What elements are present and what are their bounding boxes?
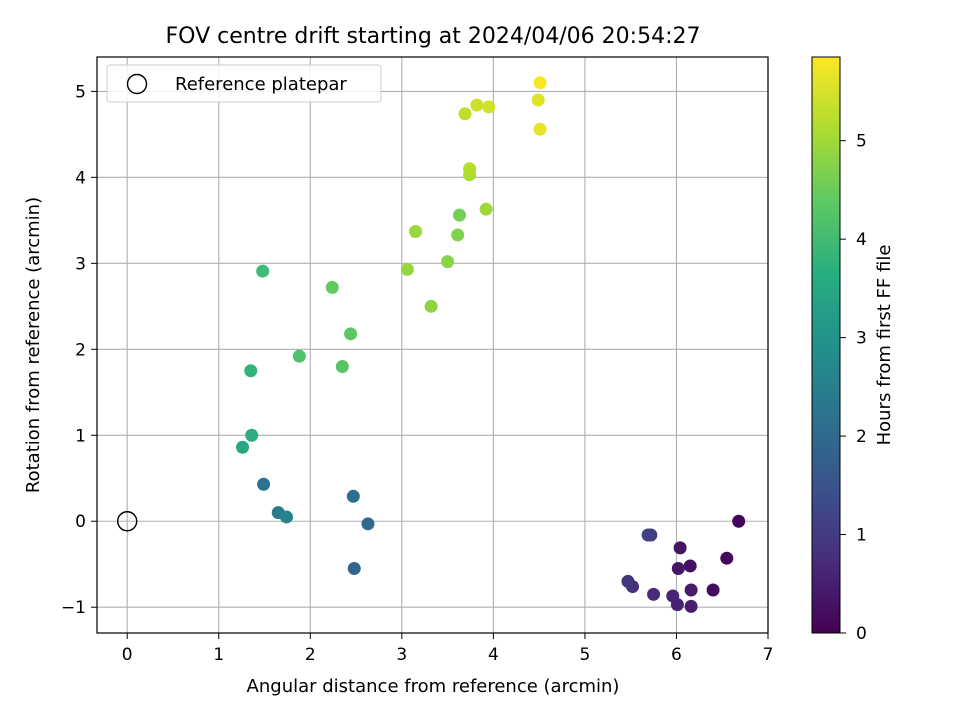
legend-box — [106, 64, 382, 103]
plot-area: 0 1 2 3 4 5 6 7 −1 0 1 2 3 4 5 — [61, 56, 774, 665]
data-point — [479, 202, 493, 216]
x-tick-label: 3 — [396, 645, 407, 665]
x-tick-label: 4 — [488, 645, 499, 665]
data-point — [344, 327, 358, 341]
colorbar-tick-label: 0 — [856, 624, 867, 644]
y-tick-label: −1 — [61, 598, 86, 618]
colorbar-tick-label: 2 — [856, 427, 867, 447]
data-point — [683, 559, 697, 573]
x-tick-label: 5 — [580, 645, 591, 665]
colorbar-tick-label: 5 — [856, 132, 867, 152]
y-axis-label: Rotation from reference (arcmin) — [23, 197, 44, 493]
data-point — [706, 583, 720, 597]
y-tick-label: 4 — [75, 168, 86, 188]
y-tick-label: 3 — [75, 254, 86, 274]
y-tick-label: 1 — [75, 426, 86, 446]
data-point — [347, 562, 361, 576]
colorbar: 0 1 2 3 4 5 Hours from first FF file — [811, 56, 895, 644]
plot-background — [97, 57, 768, 633]
data-point — [441, 255, 455, 269]
y-tick-label: 0 — [75, 512, 86, 532]
data-point — [292, 349, 306, 363]
x-tick-label: 7 — [763, 645, 774, 665]
data-point — [621, 574, 635, 588]
data-point — [453, 208, 467, 222]
data-point — [346, 489, 360, 503]
x-tick-label: 1 — [213, 645, 224, 665]
data-point — [684, 583, 698, 597]
data-point — [720, 551, 734, 565]
data-point — [400, 262, 414, 276]
data-point — [666, 589, 680, 603]
x-tick-label: 6 — [671, 645, 682, 665]
legend: Reference platepar — [106, 64, 382, 103]
colorbar-gradient — [811, 56, 841, 634]
data-point — [451, 228, 465, 242]
reference-platepar-marker — [117, 511, 138, 532]
legend-open-circle-icon — [126, 73, 148, 95]
colorbar-tick-label: 1 — [856, 526, 867, 546]
x-axis-label: Angular distance from reference (arcmin) — [247, 676, 620, 697]
data-point — [673, 541, 687, 555]
data-point — [470, 98, 484, 112]
colorbar-ticks: 0 1 2 3 4 5 — [840, 132, 867, 644]
data-point — [325, 280, 339, 294]
y-tick-label: 5 — [75, 82, 86, 102]
data-point — [458, 107, 472, 121]
x-axis-ticks: 0 1 2 3 4 5 6 7 — [122, 633, 774, 665]
colorbar-label: Hours from first FF file — [874, 245, 895, 446]
data-point — [531, 93, 545, 107]
data-point — [424, 299, 438, 313]
chart-title: FOV centre drift starting at 2024/04/06 … — [166, 24, 701, 49]
data-point — [335, 359, 349, 373]
colorbar-tick-label: 3 — [856, 329, 867, 349]
data-point — [256, 264, 270, 278]
data-point — [641, 528, 655, 542]
data-point — [533, 122, 547, 136]
data-point — [647, 587, 661, 601]
grid — [97, 57, 769, 633]
plot-frame — [96, 56, 769, 634]
data-point — [732, 514, 746, 528]
data-point — [482, 100, 496, 114]
y-axis-ticks: −1 0 1 2 3 4 5 — [61, 82, 97, 618]
data-point — [361, 517, 375, 531]
data-point — [463, 162, 477, 176]
data-point — [409, 225, 423, 239]
legend-label: Reference platepar — [175, 74, 347, 95]
data-point — [684, 599, 698, 613]
data-point — [244, 364, 258, 378]
data-point — [533, 76, 547, 90]
colorbar-tick-label: 4 — [856, 230, 867, 250]
x-tick-label: 0 — [122, 645, 133, 665]
data-point — [279, 510, 293, 524]
data-point — [245, 428, 259, 442]
data-point — [236, 440, 250, 454]
x-tick-label: 2 — [305, 645, 316, 665]
y-tick-label: 2 — [75, 340, 86, 360]
data-point — [671, 562, 685, 576]
scatter-series — [236, 76, 746, 613]
data-point — [257, 477, 271, 491]
